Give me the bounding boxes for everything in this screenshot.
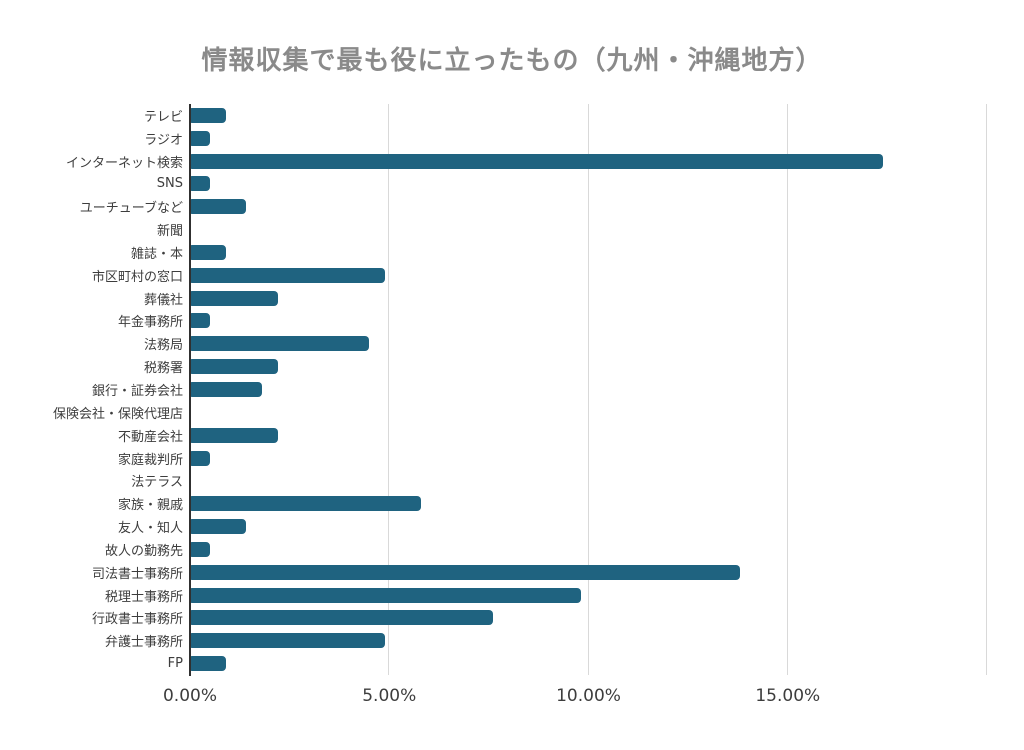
bar <box>190 610 493 626</box>
bar <box>190 541 210 557</box>
category-label: FP <box>167 656 183 672</box>
bar <box>190 244 226 260</box>
category-label: 故人の勤務先 <box>104 543 183 559</box>
chart-title: 情報収集で最も役に立ったもの（九州・沖縄地方） <box>201 46 823 76</box>
bar <box>190 564 740 580</box>
bar <box>190 382 262 397</box>
category-label: テレビ <box>143 109 183 125</box>
category-label: 新聞 <box>156 224 183 240</box>
category-label: 家族・親戚 <box>117 498 183 514</box>
category-axis: テレビラジオインターネット検索 SNS ユーチューブなど新聞雑誌・本市区町村の窓口葬… <box>0 104 183 675</box>
category-label: 税理士事務所 <box>104 589 183 605</box>
category-label: 不動産会社 <box>117 429 183 445</box>
x-axis-label: 15.00% <box>755 686 821 706</box>
gridline <box>388 104 390 675</box>
gridline <box>786 104 788 675</box>
bar <box>190 290 278 306</box>
category-label: 司法書士事務所 <box>91 566 183 582</box>
bar <box>190 587 581 603</box>
bar <box>190 496 422 512</box>
category-label: 市区町村の窓口 <box>91 269 183 285</box>
x-axis-label: 10.00% <box>556 686 621 706</box>
category-label: 葬儀社 <box>143 292 183 308</box>
category-label: 行政書士事務所 <box>91 612 183 628</box>
bar <box>190 656 226 672</box>
y-axis-line <box>189 104 191 676</box>
category-label: 年金事務所 <box>117 315 183 331</box>
bar <box>190 267 386 283</box>
category-label: 銀行・証券会社 <box>91 383 183 399</box>
category-label: 税務署 <box>143 361 183 377</box>
bar <box>190 153 884 169</box>
bar <box>190 519 246 535</box>
category-label: インターネット検索 <box>65 155 183 171</box>
category-label: 弁護士事務所 <box>104 635 183 651</box>
plot-area <box>190 104 987 675</box>
category-label: SNS <box>156 176 183 192</box>
bar <box>190 130 210 146</box>
bar <box>190 450 210 466</box>
category-label: ラジオ <box>144 132 183 148</box>
category-label: 法務局 <box>143 338 183 354</box>
bar <box>190 176 210 192</box>
gridline <box>587 104 589 675</box>
bar <box>190 107 226 123</box>
category-label: 家庭裁判所 <box>117 452 183 468</box>
bar <box>190 336 370 352</box>
x-axis: 0.00% 5.00% 10.00% 15.00% <box>163 686 987 710</box>
bar <box>190 199 246 215</box>
bar <box>190 313 210 329</box>
category-label: 雑誌・本 <box>130 246 183 262</box>
gridline <box>986 104 987 675</box>
x-axis-label: 5.00% <box>362 686 417 706</box>
bar <box>190 359 278 375</box>
category-label: 法テラス <box>131 475 183 491</box>
bar <box>190 633 386 649</box>
category-label: 友人・知人 <box>117 521 183 537</box>
bar <box>190 427 278 443</box>
category-label: ユーチューブなど <box>79 201 183 217</box>
category-label: 保険会社・保険代理店 <box>52 406 183 422</box>
x-axis-label: 0.00% <box>162 686 218 706</box>
